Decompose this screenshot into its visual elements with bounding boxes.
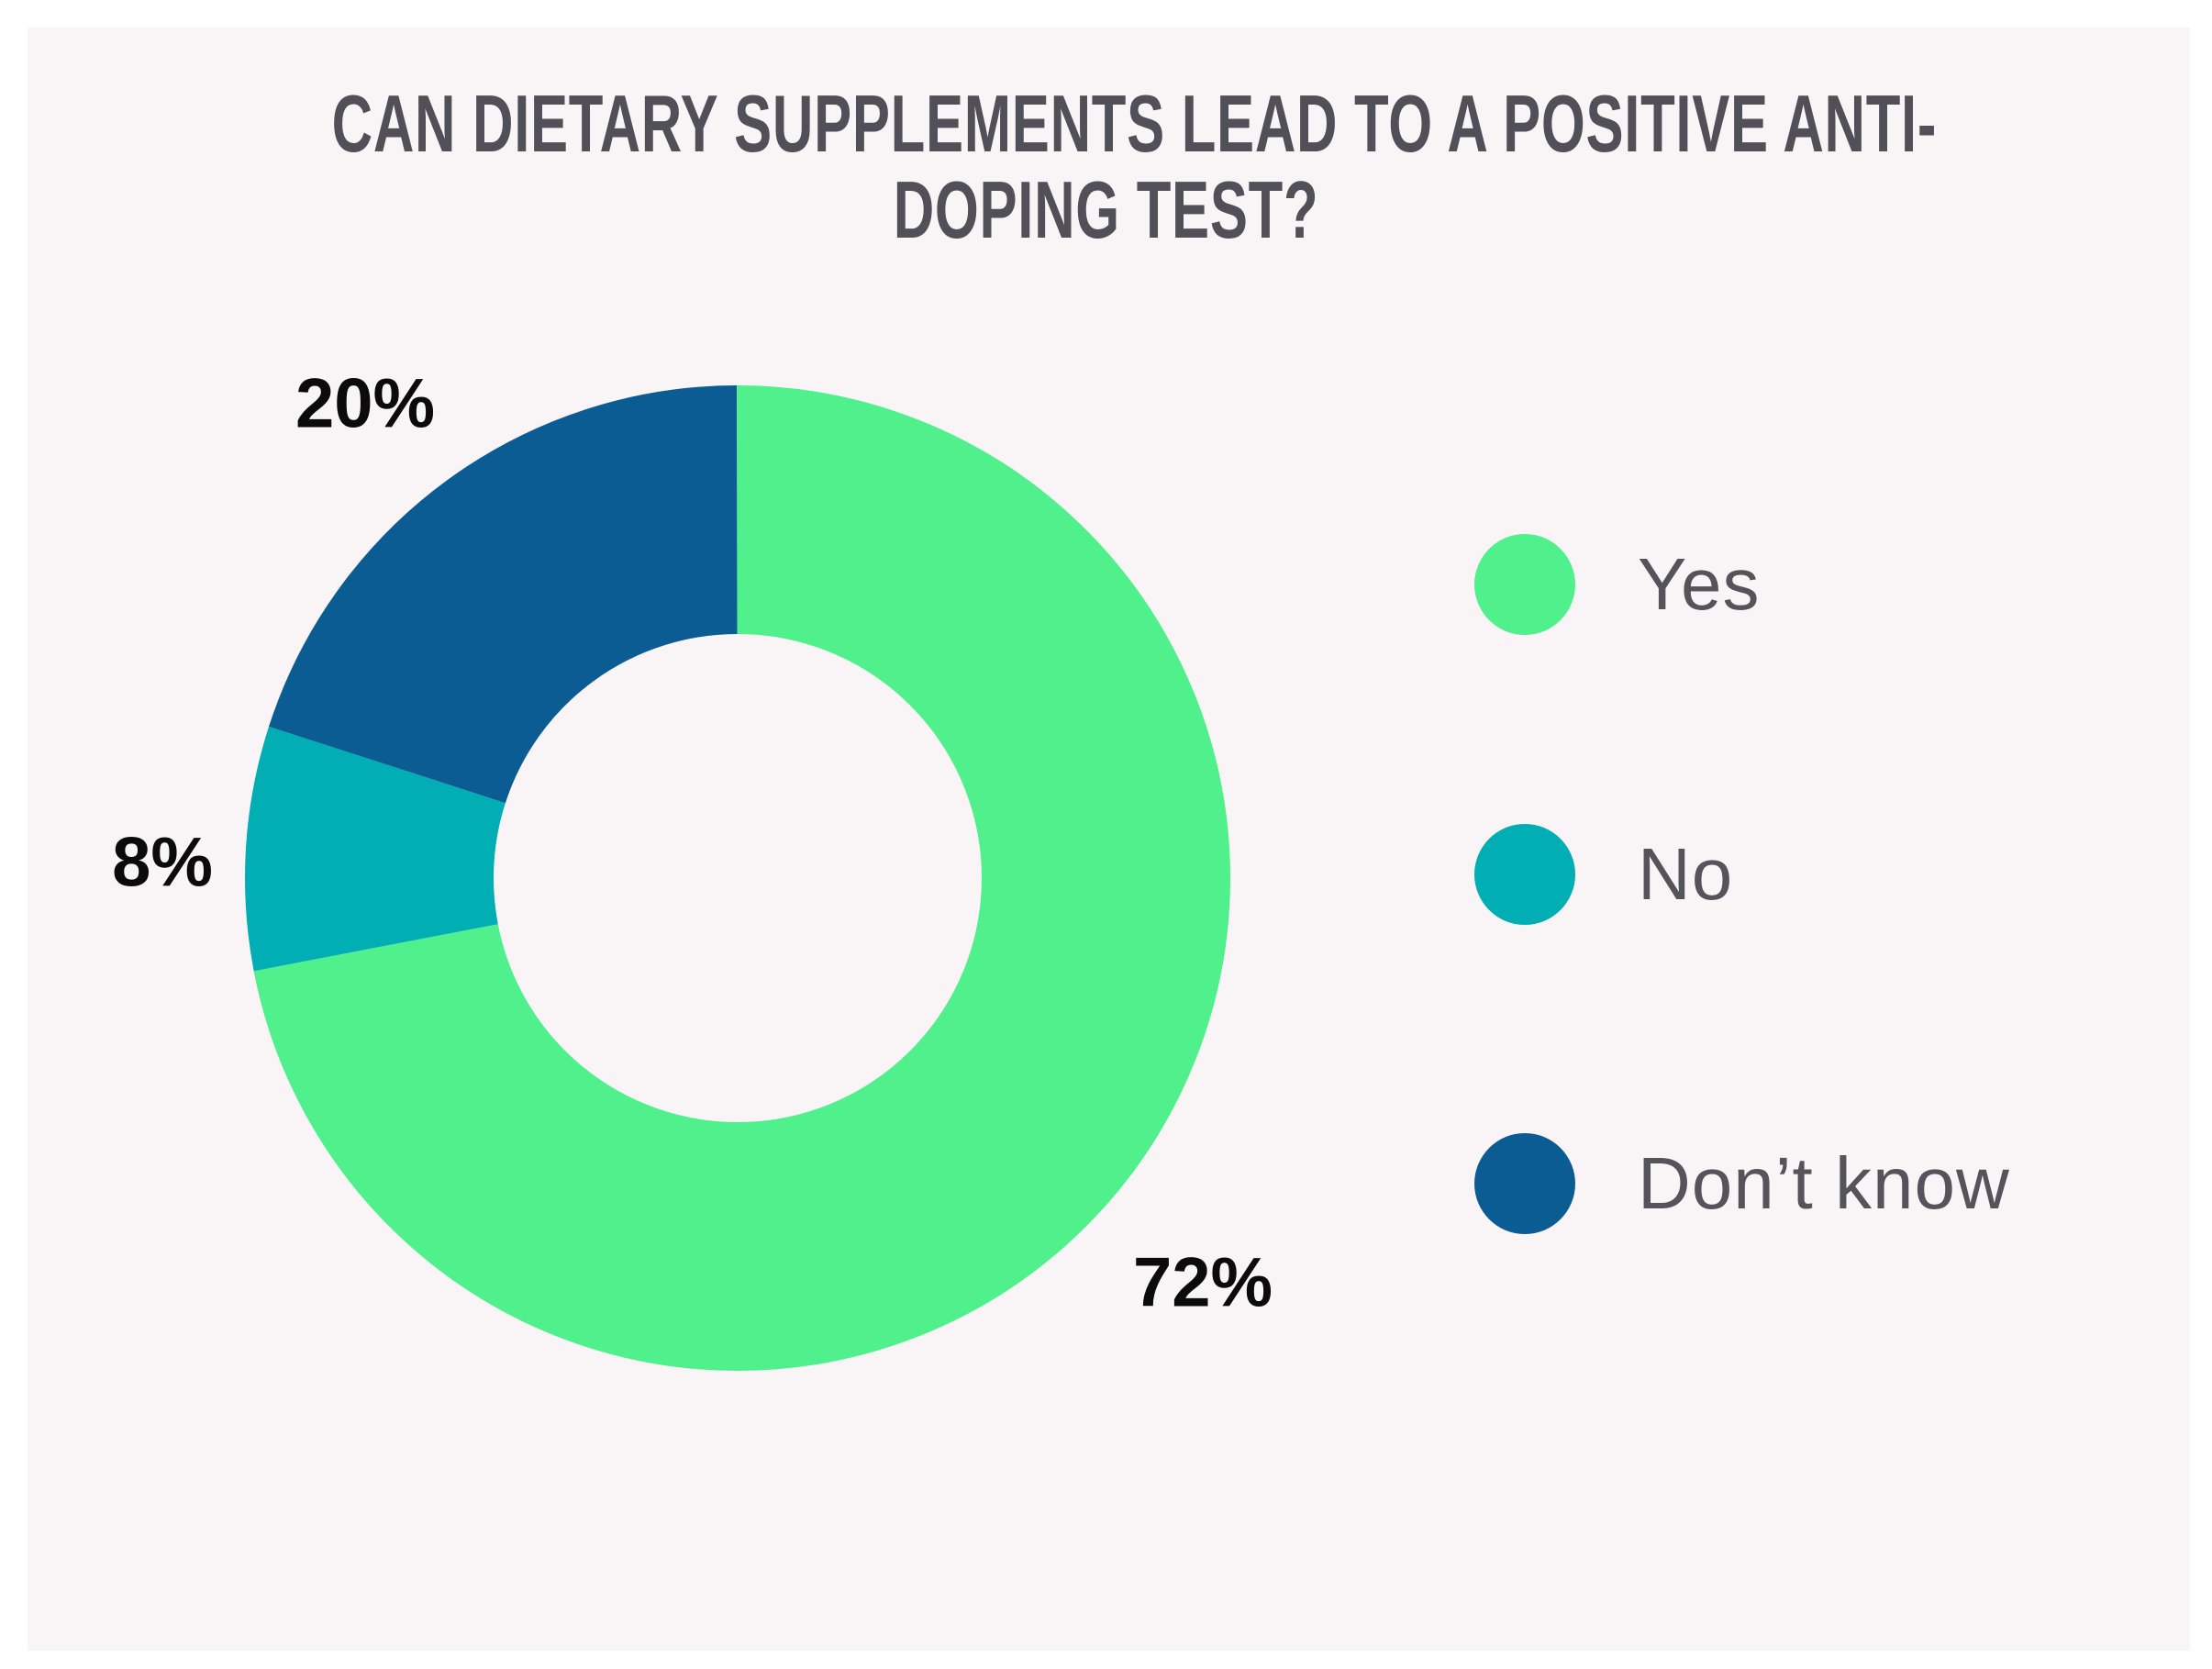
chart-title: CAN DIETARY SUPPLEMENTS LEAD TO A POSITI… (331, 78, 1938, 256)
donut-slice-don-t-know (245, 385, 1230, 1371)
value-label-no: 8% (112, 823, 213, 902)
value-label-yes: 72% (1132, 1243, 1273, 1322)
legend-swatch-yes-icon (1474, 534, 1575, 635)
legend-swatch-dont-know-icon (1474, 1133, 1575, 1234)
legend-label-yes: Yes (1638, 543, 1761, 625)
legend-item-dont-know: Don’t know (1474, 1133, 2010, 1234)
legend-item-no: No (1474, 824, 1733, 925)
legend-label-no: No (1638, 833, 1734, 915)
donut-slice-no (245, 385, 1230, 1371)
value-label-dont-know: 20% (295, 364, 436, 443)
legend-swatch-no-icon (1474, 824, 1575, 925)
legend: Yes No Don’t know (1474, 0, 2117, 1669)
legend-item-yes: Yes (1474, 534, 1761, 635)
legend-label-dont-know: Don’t know (1638, 1142, 2010, 1224)
